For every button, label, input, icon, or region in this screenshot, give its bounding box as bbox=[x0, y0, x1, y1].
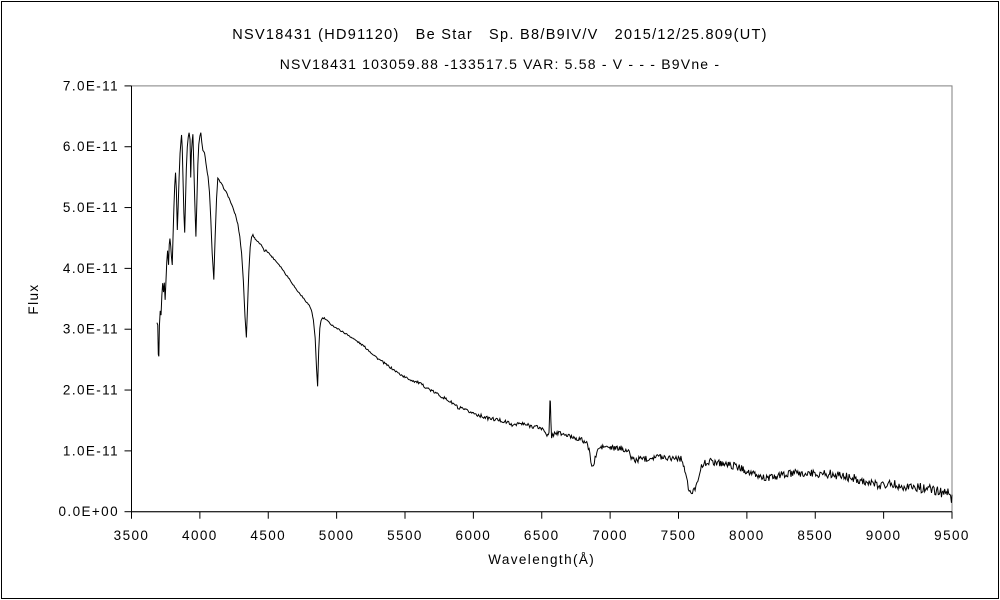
x-tick-label: 8000 bbox=[729, 528, 765, 543]
x-tick-label: 9000 bbox=[866, 528, 902, 543]
y-tick-label: 7.0E-11 bbox=[63, 78, 119, 93]
x-tick-label: 6500 bbox=[524, 528, 560, 543]
plot-frame bbox=[131, 85, 953, 513]
y-tick-label: 4.0E-11 bbox=[63, 261, 119, 276]
x-axis-label: Wavelength(Å) bbox=[488, 552, 595, 567]
x-axis-ticks: 3500 4000 4500 5000 5500 6000 6500 7000 7500 8000… bbox=[114, 511, 970, 543]
x-tick-label: 3500 bbox=[114, 528, 150, 543]
y-tick-label: 5.0E-11 bbox=[63, 200, 119, 215]
x-tick-label: 4000 bbox=[182, 528, 218, 543]
y-axis-ticks: 0.0E+00 1.0E-11 2.0E-11 3.0E-11 4.0E-11 5.0E-… bbox=[59, 78, 132, 519]
x-tick-label: 8500 bbox=[797, 528, 833, 543]
y-axis-label: Flux bbox=[26, 283, 41, 314]
chart-title: NSV18431 (HD91120) Be Star Sp. B8/B9IV/V… bbox=[232, 27, 768, 43]
x-tick-label: 7000 bbox=[592, 528, 628, 543]
y-tick-label: 1.0E-11 bbox=[63, 443, 119, 458]
y-tick-label: 0.0E+00 bbox=[59, 504, 119, 519]
x-tick-label: 5000 bbox=[319, 528, 355, 543]
y-tick-label: 2.0E-11 bbox=[63, 383, 119, 398]
x-tick-label: 5500 bbox=[387, 528, 423, 543]
spectrum-line bbox=[156, 132, 953, 503]
x-tick-label: 7500 bbox=[661, 528, 697, 543]
x-tick-label: 6000 bbox=[456, 528, 492, 543]
y-tick-label: 6.0E-11 bbox=[63, 139, 119, 154]
x-tick-label: 4500 bbox=[250, 528, 286, 543]
x-tick-label: 9500 bbox=[934, 528, 970, 543]
chart-subtitle: NSV18431 103059.88 -133517.5 VAR: 5.58 -… bbox=[280, 56, 721, 72]
y-tick-label: 3.0E-11 bbox=[63, 322, 119, 337]
